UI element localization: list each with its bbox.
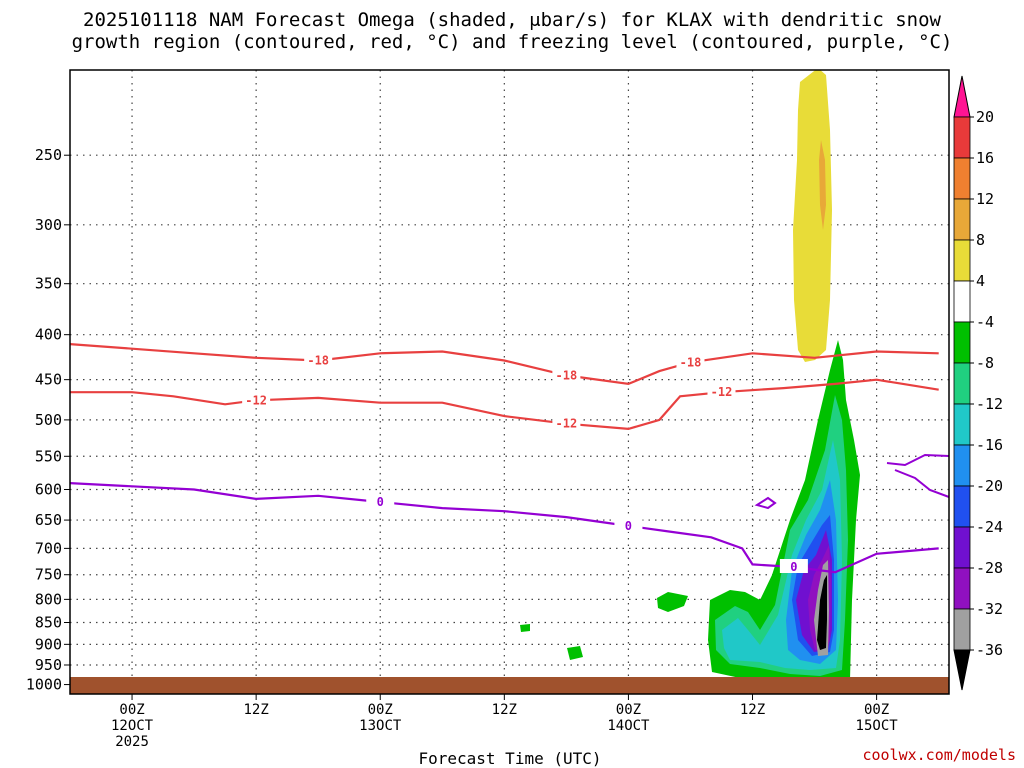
contour-label: -12 (556, 417, 578, 431)
contour-label: -12 (245, 393, 267, 407)
x-axis-title: Forecast Time (UTC) (418, 749, 601, 768)
colorbar-segment (953, 567, 971, 610)
colorbar-segment (953, 116, 971, 159)
contour-label-bg (552, 367, 581, 382)
contour-label: -18 (307, 354, 329, 368)
contour-label-bg (779, 559, 808, 574)
contour-label: -12 (711, 385, 733, 399)
x-tick-label: 00Z (616, 702, 641, 718)
colorbar-segment (953, 403, 971, 446)
contour-label: 0 (625, 519, 632, 533)
contour-label-layer: -18 -18 -18 -12 -12 -12 0 0 0 (242, 352, 808, 574)
y-tick-label: 1000 (26, 676, 62, 694)
colorbar-label: -24 (976, 518, 1003, 536)
contour-label-bg (614, 517, 643, 532)
y-tick-label: 250 (35, 146, 62, 164)
y-tick-label: 350 (35, 275, 62, 293)
colorbar-label: -4 (976, 313, 994, 331)
x-tick-label: 12Z (492, 702, 517, 718)
x-tick-label: 12OCT (111, 718, 154, 734)
colorbar-segment (953, 198, 971, 241)
contour-label-bg (304, 352, 333, 367)
colorbar-label: 20 (976, 108, 994, 126)
colorbar-segment (953, 157, 971, 200)
colorbar: 20 16 12 8 4 -4 -8 -12 -16 -20 -24 -28 -32 -36 (953, 75, 1003, 691)
omega-upper-positive-core (819, 140, 826, 230)
y-tick-label: 500 (35, 411, 62, 429)
colorbar-segment (953, 321, 971, 364)
colorbar-label: -32 (976, 600, 1003, 618)
colorbar-segment (953, 526, 971, 569)
x-tick-label: 13OCT (359, 718, 402, 734)
contour-line (70, 343, 939, 386)
omega-field-layer (520, 70, 949, 682)
y-tick-label: 650 (35, 511, 62, 529)
grid-layer (70, 70, 949, 694)
colorbar-label: 4 (976, 272, 985, 290)
colorbar-label: 16 (976, 149, 994, 167)
colorbar-label: -36 (976, 641, 1003, 659)
x-tick-label: 14OCT (607, 718, 650, 734)
contour-label-bg (366, 494, 395, 509)
colorbar-bottom-arrow (953, 649, 971, 691)
y-tick-label: 550 (35, 447, 62, 465)
y-tick-label: 750 (35, 566, 62, 584)
x-tick-label: 00Z (119, 702, 144, 718)
colorbar-label: -8 (976, 354, 994, 372)
contour-label-bg (676, 354, 705, 369)
colorbar-label: 8 (976, 231, 985, 249)
colorbar-segment (953, 444, 971, 487)
chart-title-line2: growth region (contoured, red, °C) and f… (71, 31, 953, 53)
colorbar-segment (953, 608, 971, 651)
omega-green-spot-3 (520, 624, 530, 632)
y-tick-label: 300 (35, 216, 62, 234)
colorbar-top-arrow (953, 75, 971, 118)
x-tick-label: 2025 (115, 734, 149, 750)
y-tick-label: 600 (35, 481, 62, 499)
colorbar-label: 12 (976, 190, 994, 208)
omega-green-spot-1 (657, 592, 688, 612)
x-tick-label: 15OCT (856, 718, 899, 734)
y-tick-label: 800 (35, 590, 62, 608)
chart-title-line1: 2025101118 NAM Forecast Omega (shaded, μ… (83, 9, 941, 31)
contour-label-bg (552, 415, 581, 430)
x-tick-label: 12Z (740, 702, 765, 718)
freezing-level-closed-contour (754, 496, 777, 510)
colorbar-segment (953, 239, 971, 282)
omega-green-spot-2 (567, 646, 583, 660)
credit-text: coolwx.com/models (862, 746, 1016, 764)
colorbar-label: -16 (976, 436, 1003, 454)
y-tick-label: 700 (35, 539, 62, 557)
freezing-level-fragment-1 (886, 453, 949, 467)
colorbar-label: -28 (976, 559, 1003, 577)
contour-label: -18 (680, 355, 702, 369)
contour-label: 0 (377, 495, 384, 509)
y-tick-label: 950 (35, 656, 62, 674)
y-tick-label: 450 (35, 371, 62, 389)
y-axis: 250 300 350 400 450 500 550 600 650 700 750 800 850 9… (26, 146, 70, 694)
x-tick-label: 12Z (243, 702, 268, 718)
y-tick-label: 850 (35, 614, 62, 632)
contour-label-bg (707, 384, 736, 399)
colorbar-label: -12 (976, 395, 1003, 413)
omega-black-core (817, 575, 827, 650)
contour-label: -18 (556, 368, 578, 382)
x-tick-label: 00Z (368, 702, 393, 718)
y-tick-label: 900 (35, 635, 62, 653)
colorbar-segment (953, 280, 971, 323)
y-tick-label: 400 (35, 326, 62, 344)
plot-frame (69, 69, 950, 695)
omega-upper-positive-region (793, 70, 832, 362)
contour-label: 0 (790, 560, 797, 574)
surface-fill (70, 677, 949, 694)
contour-line (70, 378, 939, 431)
x-tick-label: 00Z (864, 702, 889, 718)
colorbar-segment (953, 485, 971, 528)
colorbar-label: -20 (976, 477, 1003, 495)
contour-label-bg (242, 392, 271, 407)
freezing-level-fragment-2 (894, 469, 949, 498)
colorbar-segment (953, 362, 971, 405)
